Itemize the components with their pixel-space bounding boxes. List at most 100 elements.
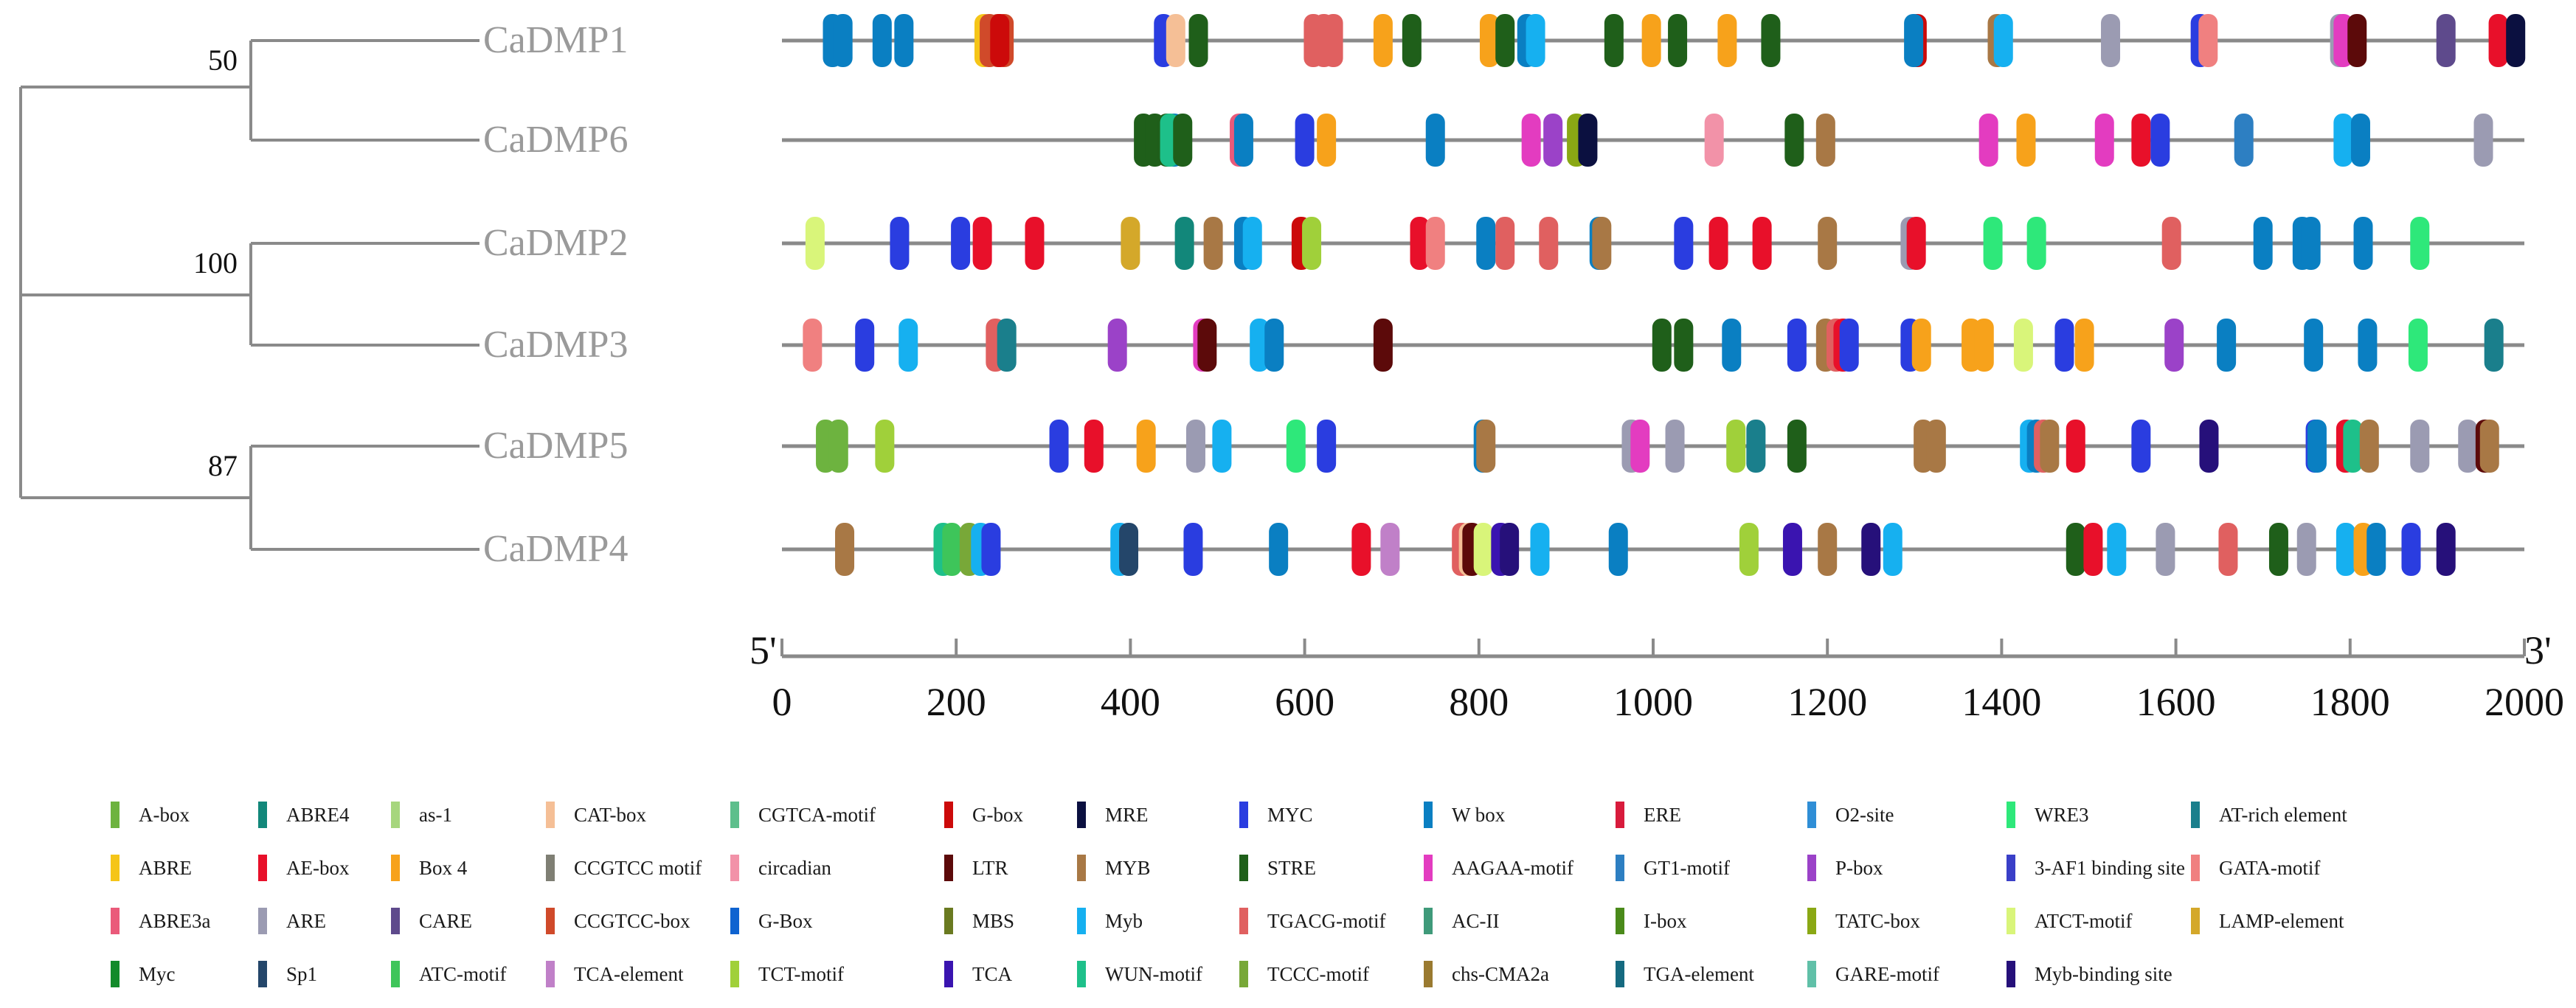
motif-mark	[2074, 319, 2094, 372]
motif-mark	[1269, 523, 1289, 576]
motif-mark	[835, 523, 855, 576]
motif-mark	[1818, 217, 1838, 270]
legend-label: AC-II	[1452, 909, 1500, 932]
motif-mark	[2253, 217, 2273, 270]
motif-mark	[1473, 523, 1493, 576]
motif-mark	[2479, 420, 2499, 473]
motif-mark	[1025, 217, 1045, 270]
sequence-lines	[782, 38, 2524, 552]
legend-item: G-Box	[730, 895, 813, 947]
motif-mark	[1373, 319, 1393, 372]
legend-item: P-box	[1807, 842, 1883, 894]
motif-mark	[2347, 14, 2367, 67]
motif-mark	[1818, 523, 1838, 576]
motif-mark	[1302, 217, 1322, 270]
motif-mark	[828, 420, 848, 473]
motif-mark	[1674, 319, 1694, 372]
motif-mark	[1049, 420, 1069, 473]
legend-label: Sp1	[286, 962, 318, 985]
motif-mark	[2066, 420, 2085, 473]
legend-label: ATCT-motif	[2035, 909, 2133, 932]
motif-mark	[1233, 114, 1253, 167]
motif-mark	[2408, 319, 2428, 372]
tree-branch-clade3	[21, 445, 479, 551]
legend-item: LTR	[944, 842, 1008, 894]
legend-swatch	[1239, 855, 1248, 881]
motif-mark	[2101, 14, 2121, 67]
motif-mark	[2094, 114, 2114, 167]
legend-item: ATCT-motif	[2007, 895, 2133, 947]
motif-mark	[2333, 114, 2353, 167]
legend-swatch	[730, 908, 739, 934]
motif-mark	[1543, 114, 1563, 167]
legend-label: chs-CMA2a	[1452, 962, 1549, 985]
motif-mark	[2458, 420, 2478, 473]
motif-mark	[1993, 14, 2013, 67]
legend-swatch	[1807, 908, 1816, 934]
motif-mark	[1212, 420, 1232, 473]
motif-mark	[1578, 114, 1598, 167]
legend-swatch	[1077, 908, 1086, 934]
legend-label: Myb	[1105, 909, 1143, 932]
motif-mark	[1839, 319, 1859, 372]
bootstrap-value: 50	[208, 44, 238, 77]
legend-item: ABRE3a	[111, 895, 211, 947]
legend-item: Myb	[1077, 895, 1143, 947]
motif-mark	[1242, 217, 1262, 270]
motif-mark	[2488, 14, 2508, 67]
motif-mark	[2343, 420, 2363, 473]
motif-mark	[1183, 523, 1203, 576]
bootstrap-value: 87	[208, 449, 238, 482]
legend-label: GARE-motif	[1835, 962, 1939, 985]
motif-mark	[2304, 319, 2324, 372]
motif-mark	[2473, 114, 2493, 167]
axis-tick-label: 1600	[2136, 680, 2216, 724]
motif-mark	[1185, 420, 1205, 473]
legend-item: TCA-element	[546, 948, 683, 1000]
legend-label: ABRE4	[286, 803, 350, 826]
legend-item: TCT-motif	[730, 948, 844, 1000]
legend-label: MRE	[1105, 803, 1149, 826]
motif-mark	[1136, 420, 1156, 473]
legend-swatch	[1616, 908, 1624, 934]
legend-swatch	[2191, 855, 2200, 881]
legend-item: I-box	[1616, 895, 1686, 947]
legend-swatch	[391, 855, 400, 881]
axis-tick-label: 0	[772, 680, 792, 724]
motif-mark	[1107, 319, 1127, 372]
legend-label: Myc	[139, 962, 176, 985]
motif-mark	[805, 217, 825, 270]
motif-mark	[1351, 523, 1371, 576]
motif-mark	[1495, 14, 1515, 67]
motif-mark	[2164, 319, 2184, 372]
legend-item: ARE	[258, 895, 326, 947]
motif-mark	[1317, 420, 1337, 473]
axis-tick-label: 1400	[1962, 680, 2041, 724]
motif-mark	[2353, 217, 2373, 270]
legend-label: ABRE	[139, 856, 193, 879]
legend-swatch	[1424, 855, 1433, 881]
axis-start-label: 5'	[749, 628, 777, 672]
axis-end-label: 3'	[2524, 628, 2552, 672]
legend-item: TGACG-motif	[1239, 895, 1385, 947]
motif-mark	[981, 523, 1001, 576]
motif-mark	[1983, 217, 2003, 270]
legend-swatch	[2007, 908, 2015, 934]
legend-label: 3-AF1 binding site	[2035, 856, 2186, 879]
legend-item: 3-AF1 binding site	[2007, 842, 2185, 894]
motif-mark	[2484, 319, 2504, 372]
legend-swatch	[111, 855, 120, 881]
legend-swatch	[944, 855, 953, 881]
legend-item: ABRE4	[258, 789, 350, 841]
axis-tick-label: 1000	[1613, 680, 1693, 724]
motif-mark	[1652, 319, 1672, 372]
motif-mark	[997, 319, 1017, 372]
legend-item: CAT-box	[546, 789, 646, 841]
legend-label: CAT-box	[574, 803, 647, 826]
motif-mark	[2150, 114, 2170, 167]
motif-mark	[2301, 217, 2321, 270]
legend-item: LAMP-element	[2191, 895, 2344, 947]
legend-swatch	[1239, 802, 1248, 828]
legend-swatch	[258, 961, 267, 987]
motif-mark	[2436, 14, 2456, 67]
